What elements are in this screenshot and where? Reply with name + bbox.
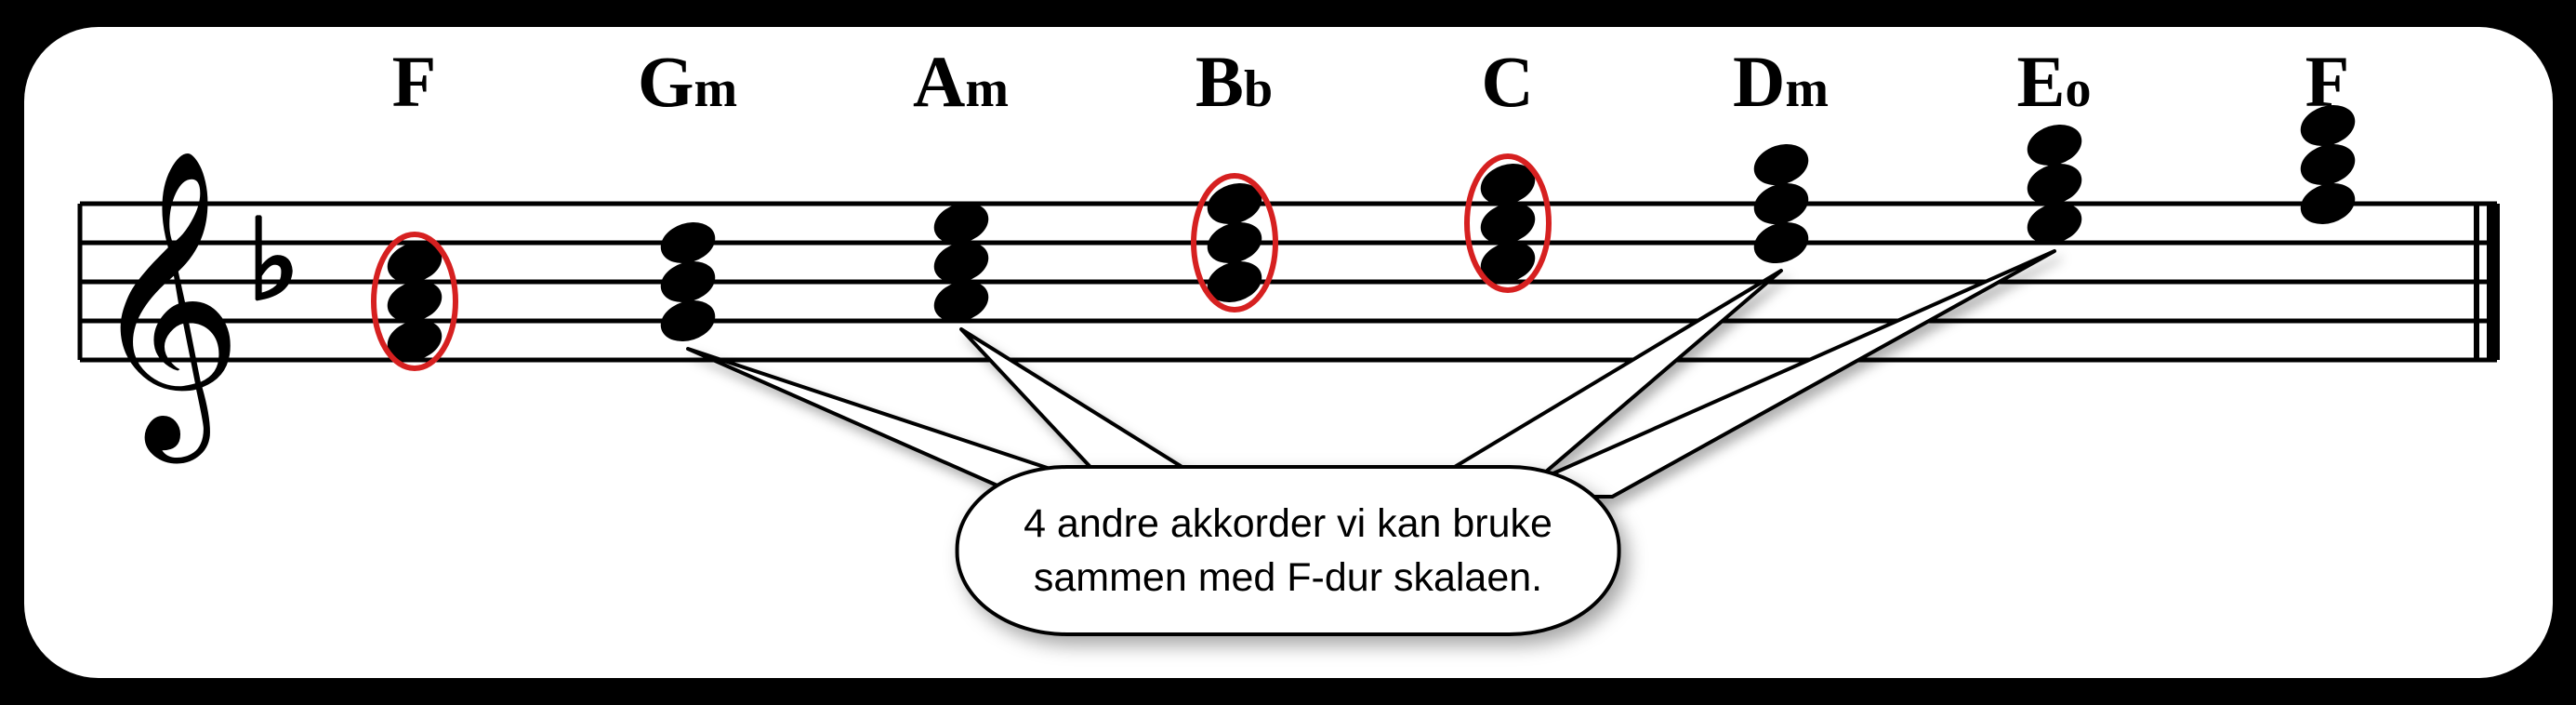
chord-label-suffix: m: [694, 60, 738, 118]
chord-label-root: D: [1733, 41, 1785, 122]
chord-label-root: G: [638, 41, 694, 122]
chord-label-root: A: [913, 41, 965, 122]
callout-line1: 4 andre akkorder vi kan bruke: [1024, 497, 1552, 551]
music-card: 𝄞♭ FGmAmBbCDmEoF 4 andre akkorder vi kan…: [24, 27, 2553, 678]
chord-label: C: [1481, 40, 1533, 124]
callout-line2: sammen med F-dur skalaen.: [1024, 551, 1552, 605]
chord-label-suffix: m: [1785, 60, 1829, 118]
chord-label-root: F: [2305, 41, 2350, 122]
chord-label-root: F: [392, 41, 437, 122]
chord-label-suffix: o: [2066, 60, 2092, 118]
chord-label: F: [2305, 40, 2350, 124]
chord-label: F: [392, 40, 437, 124]
chord-label: Gm: [638, 40, 737, 124]
chord-label: Bb: [1196, 40, 1273, 124]
chord-label: Dm: [1733, 40, 1829, 124]
callout-bubble: 4 andre akkorder vi kan bruke sammen med…: [955, 465, 1621, 636]
chord-label-suffix: b: [1244, 60, 1273, 118]
chord-label: Am: [913, 40, 1009, 124]
chord-label-root: C: [1481, 41, 1533, 122]
chord-label-root: B: [1196, 41, 1244, 122]
chord-label: Eo: [2016, 40, 2091, 124]
chord-label-suffix: m: [965, 60, 1009, 118]
chord-label-root: E: [2016, 41, 2065, 122]
